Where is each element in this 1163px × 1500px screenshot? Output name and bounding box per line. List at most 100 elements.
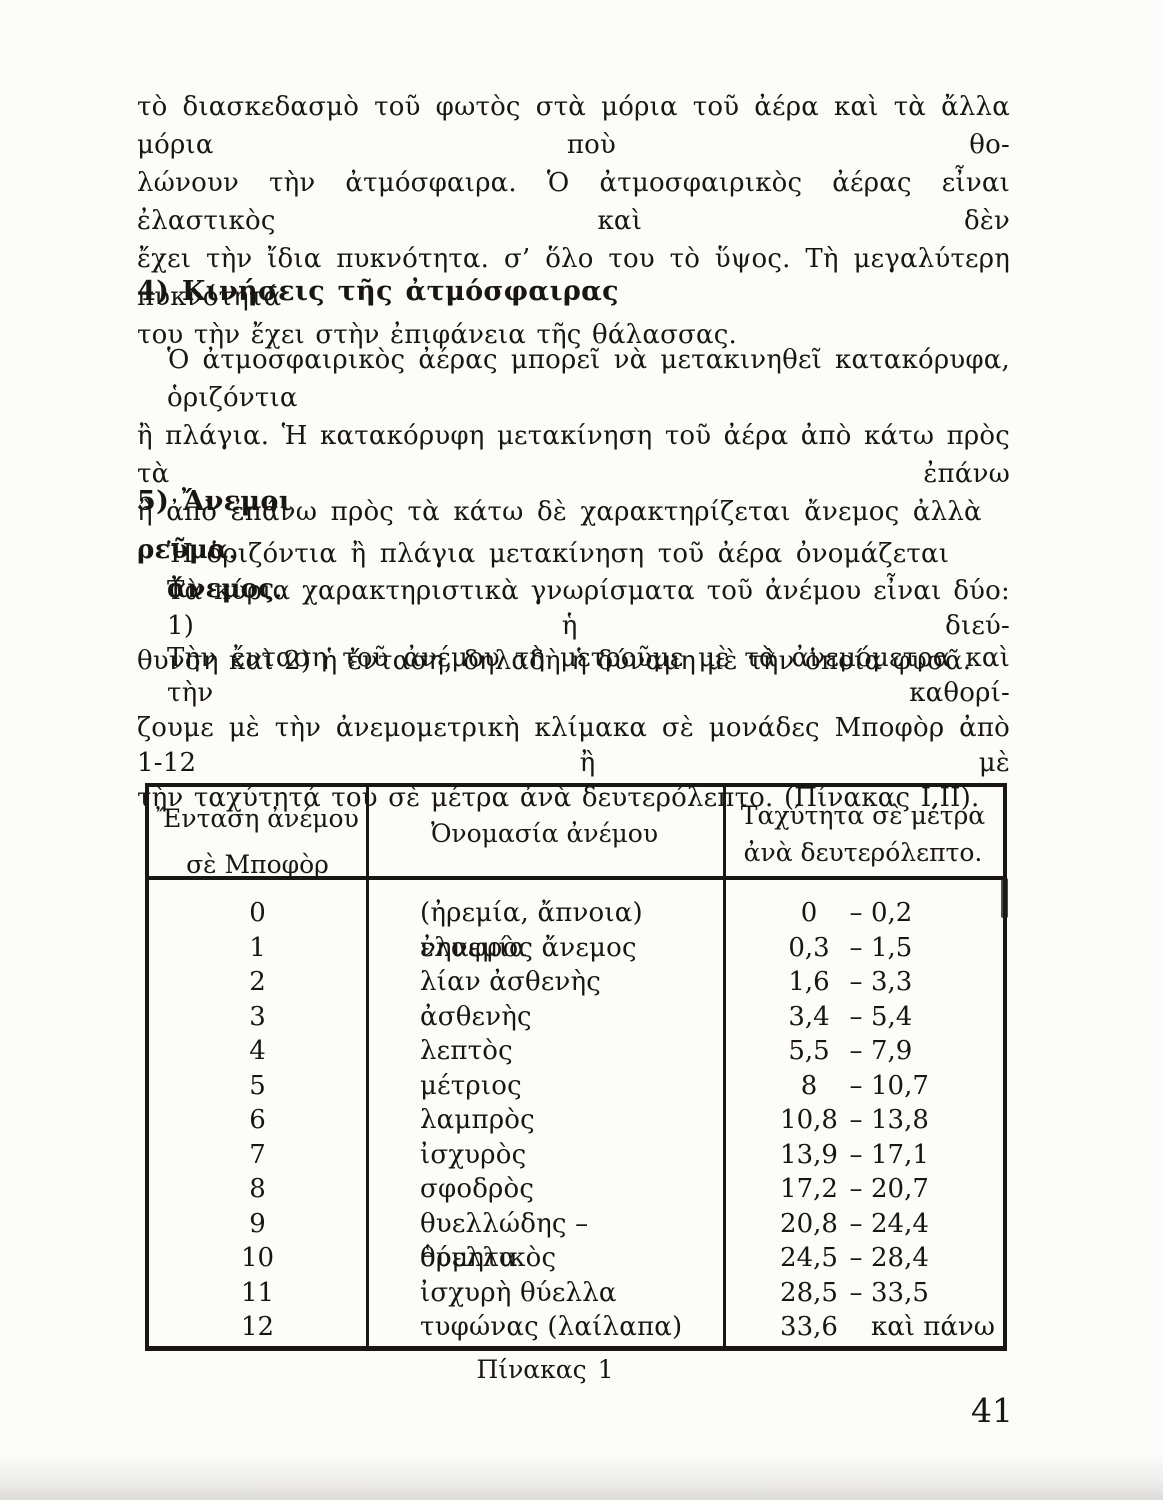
page-bottom-shadow xyxy=(0,1452,1163,1500)
column-separator xyxy=(366,787,369,1346)
table-row: 5 μέτριος 8–10,7 xyxy=(149,1069,1003,1104)
beaufort-value: 9 xyxy=(249,1208,266,1239)
table-row: 0 (ἠρεμία, ἄπνοια) νηνεμία 0 –0,2 xyxy=(149,896,1003,963)
beaufort-value: 7 xyxy=(249,1139,266,1170)
table-row: 6 λαμπρὸς 10,8–13,8 xyxy=(149,1103,1003,1138)
section-4-heading: 4) Κινήσεις τῆς ἀτμόσφαιρας xyxy=(137,276,619,307)
speed-range: 17,2–20,7 xyxy=(723,1172,1003,1207)
header-line: ἀνὰ δευτερόλεπτο. xyxy=(743,838,983,867)
text-line: Ὁ ἀτμοσφαιρικὸς ἀέρας μπορεῖ νὰ μετακινη… xyxy=(167,345,1010,413)
table-row: 2 λίαν ἀσθενὴς 1,6–3,3 xyxy=(149,965,1003,1000)
speed-dash: – xyxy=(849,1070,863,1101)
speed-range: 0 –0,2 xyxy=(723,896,1003,965)
header-speed: Ταχύτητα σὲ μέτρα ἀνὰ δευτερόλεπτο. xyxy=(723,787,1003,888)
speed-from: 5,5 xyxy=(788,1036,830,1066)
speed-from: 24,5 xyxy=(780,1243,838,1273)
beaufort-value: 8 xyxy=(249,1174,266,1204)
text-line: Τὰ κύρια χαρακτηριστικὰ γνωρίσματα τοῦ ἀ… xyxy=(167,576,1010,641)
speed-dash: – xyxy=(849,1243,863,1273)
speed-dash: – xyxy=(849,1174,863,1204)
speed-to: 24,4 xyxy=(871,1208,929,1239)
wind-name: λίαν ἀσθενὴς xyxy=(420,967,602,997)
beaufort-value: 5 xyxy=(249,1070,266,1101)
speed-from: 10,8 xyxy=(780,1105,838,1135)
text-line: λώνουν τὴν ἀτμόσφαιρα. Ὁ ἀτμοσφαιρικὸς ἀ… xyxy=(137,168,1010,236)
text-line: τὸ διασκεδασμὸ τοῦ φωτὸς στὰ μόρια τοῦ ἀ… xyxy=(137,92,1010,160)
speed-range: 20,8–24,4 xyxy=(723,1207,1003,1276)
section-5-paragraph-2: Τὰ κύρια χαρακτηριστικὰ γνωρίσματα τοῦ ἀ… xyxy=(137,574,1010,679)
speed-from: 3,4 xyxy=(788,1001,830,1032)
section-5-heading: 5) Ἄνεμοι xyxy=(137,486,293,517)
table-body: 0 (ἠρεμία, ἄπνοια) νηνεμία 0–0,2 1 ἐλαφρὸς ἄ… xyxy=(149,880,1003,1345)
speed-to: 5,4 xyxy=(871,1001,913,1032)
section-5-paragraph-3: Τὴν ἔνταση τοῦ ἀνέμου τὴ μετροῦμε μὲ τὰ … xyxy=(137,641,1010,816)
beaufort-value: 12 xyxy=(240,1312,275,1342)
speed-from: 8 xyxy=(800,1070,818,1101)
speed-from: 0 xyxy=(800,898,818,928)
text-line: θυνση καὶ 2) ἡ ἔνταση, δηλαδὴ ἡ δύναμη μ… xyxy=(137,646,972,676)
speed-dash: – xyxy=(849,1105,863,1135)
page-number: 41 xyxy=(971,1391,1013,1430)
beaufort-scale-table: Ἔνταση ἀνέμου σὲ Μποφὸρ Ὀνομασία ἀνέμου … xyxy=(145,783,1007,1351)
scan-ink-smudge xyxy=(1001,878,1008,918)
speed-dash xyxy=(841,1310,871,1345)
wind-name: σφοδρὸς xyxy=(420,1174,535,1204)
section-5-paragraph-1: Ἡ ὁριζόντια ἢ πλάγια μετακίνηση τοῦ ἀέρα… xyxy=(137,537,1010,607)
speed-from: 17,2 xyxy=(780,1174,838,1204)
speed-to: 28,4 xyxy=(871,1243,929,1273)
table-row: 4 λεπτὸς 5,5–7,9 xyxy=(149,1034,1003,1069)
header-line: Ὀνομασία ἀνέμου xyxy=(430,819,659,848)
text-line: ἢ ἀπὸ ἐπάνω πρὸς τὰ κάτω δὲ χαρακτηρίζετ… xyxy=(137,493,1010,569)
speed-range: 28,5–33,5 xyxy=(723,1276,1003,1311)
speed-range: 24,5–28,4 xyxy=(723,1241,1003,1276)
text-line: ἢ πλάγια. Ἡ κατακόρυφη μετακίνηση τοῦ ἀέ… xyxy=(137,421,1010,489)
text-line: ἔχει τὴν ἴδια πυκνότητα. σ’ ὅλο του τὸ ὕ… xyxy=(137,244,1010,312)
text-line: Τὴν ἔνταση τοῦ ἀνέμου τὴ μετροῦμε μὲ τὰ … xyxy=(167,643,1010,708)
speed-dash: – xyxy=(849,932,863,963)
table-row: 9 θυελλώδης – ὁρμητικὸς 20,8–24,4 xyxy=(149,1207,1003,1274)
speed-to: 17,1 xyxy=(871,1139,929,1170)
wind-name: λεπτὸς xyxy=(420,1036,513,1066)
speed-range: 0,3–1,5 xyxy=(723,931,1003,966)
table-row: 3 ἀσθενὴς 3,4–5,4 xyxy=(149,1000,1003,1035)
beaufort-value: 1 xyxy=(249,932,266,963)
speed-to: 33,5 xyxy=(871,1277,929,1308)
speed-from: 0,3 xyxy=(788,932,830,963)
table-row: 10 θύελλα 24,5–28,4 xyxy=(149,1241,1003,1276)
text-line: του τὴν ἔχει στὴν ἐπιφάνεια τῆς θάλασσας… xyxy=(137,320,737,350)
text-segment: . xyxy=(274,574,283,604)
speed-range: 3,4–5,4 xyxy=(723,1000,1003,1035)
speed-from: 13,9 xyxy=(780,1139,838,1170)
wind-name: τυφώνας (λαίλαπα) xyxy=(420,1312,683,1342)
table-row: 8 σφοδρὸς 17,2–20,7 xyxy=(149,1172,1003,1207)
beaufort-value: 3 xyxy=(249,1001,266,1032)
table-header-row: Ἔνταση ἀνέμου σὲ Μποφὸρ Ὀνομασία ἀνέμου … xyxy=(149,787,1003,880)
speed-dash: – xyxy=(849,1139,863,1170)
header-line: σὲ Μποφὸρ xyxy=(186,850,329,879)
speed-to: 0,2 xyxy=(871,898,913,928)
table-row: 12 τυφώνας (λαίλαπα) 33,6 καὶ πάνω xyxy=(149,1310,1003,1345)
table-caption: Πίνακας 1 xyxy=(476,1355,614,1384)
speed-from: 28,5 xyxy=(780,1277,838,1308)
table-row: 7 ἰσχυρὸς 13,9–17,1 xyxy=(149,1138,1003,1173)
speed-to: καὶ πάνω xyxy=(871,1312,995,1342)
table-row: 11 ἰσχυρὴ θύελλα 28,5–33,5 xyxy=(149,1276,1003,1311)
bold-term-anemos: ἄνεμος xyxy=(167,574,275,604)
table-row: 1 ἐλαφρὸς ἄνεμος 0,3–1,5 xyxy=(149,931,1003,966)
beaufort-value: 4 xyxy=(249,1036,266,1066)
header-line: Ἔνταση ἀνέμου xyxy=(156,804,359,833)
wind-name: ἰσχυρὴ θύελλα xyxy=(420,1277,617,1308)
speed-range: 8–10,7 xyxy=(723,1069,1003,1104)
speed-dash: – xyxy=(849,1001,863,1032)
speed-dash: – xyxy=(849,967,863,997)
wind-name: λαμπρὸς xyxy=(420,1105,535,1135)
beaufort-value: 0 xyxy=(249,898,266,928)
text-line: ζουμε μὲ τὴν ἀνεμομετρικὴ κλίμακα σὲ μον… xyxy=(137,713,1010,778)
speed-from: 1,6 xyxy=(788,967,830,997)
speed-to: 1,5 xyxy=(871,932,913,963)
wind-name: θυελλώδης – ὁρμητικὸς xyxy=(420,1208,589,1274)
beaufort-value: 6 xyxy=(249,1105,266,1135)
text-line: τὴν ταχύτητά του σὲ μέτρα ἀνὰ δευτερόλεπ… xyxy=(137,783,980,813)
speed-to: 13,8 xyxy=(871,1105,929,1135)
speed-dash: – xyxy=(849,1036,863,1066)
